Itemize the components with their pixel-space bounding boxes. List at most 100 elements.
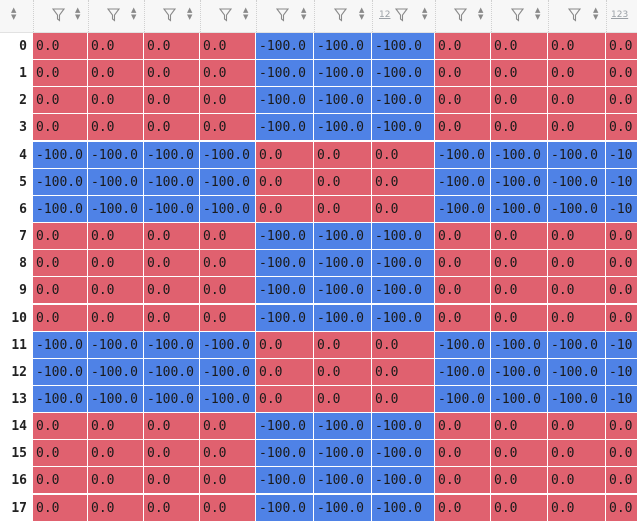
table-cell[interactable]: 0.0 [33, 250, 88, 277]
table-cell[interactable]: 0.0 [606, 33, 637, 60]
table-cell[interactable]: 0.0 [606, 467, 637, 494]
table-cell[interactable]: 0.0 [548, 277, 606, 304]
sort-icon[interactable]: ▲ ▼ [11, 6, 17, 21]
table-cell[interactable]: 0.0 [144, 87, 200, 114]
filter-icon[interactable] [107, 8, 120, 22]
table-cell[interactable]: 0.0 [435, 223, 491, 250]
filter-icon[interactable] [510, 8, 524, 22]
table-cell[interactable]: -100.0 [491, 169, 548, 196]
table-cell[interactable]: -100.0 [200, 386, 256, 413]
table-cell[interactable]: 0.0 [435, 33, 491, 60]
column-header[interactable]: ▲ ▼ [491, 0, 548, 32]
filter-icon[interactable] [51, 8, 65, 22]
table-cell[interactable]: 0.0 [33, 305, 88, 332]
table-cell[interactable]: 0.0 [88, 223, 144, 250]
table-cell[interactable]: 0.0 [548, 413, 606, 440]
table-cell[interactable]: 0.0 [548, 223, 606, 250]
table-cell[interactable]: 0.0 [435, 277, 491, 304]
sort-icon[interactable]: ▲ ▼ [75, 6, 81, 21]
table-cell[interactable]: 0.0 [88, 495, 144, 522]
table-cell[interactable]: 0.0 [491, 277, 548, 304]
table-cell[interactable]: -100.0 [33, 196, 88, 223]
table-cell[interactable]: 0.0 [548, 467, 606, 494]
table-cell[interactable]: 0.0 [435, 440, 491, 467]
table-cell[interactable]: -10 [606, 169, 637, 196]
column-header[interactable]: 123 [606, 0, 637, 32]
table-cell[interactable]: -100.0 [256, 60, 314, 87]
table-cell[interactable]: -100.0 [144, 196, 200, 223]
table-cell[interactable]: -100.0 [314, 33, 372, 60]
sort-icon[interactable]: ▲ ▼ [535, 6, 541, 21]
table-cell[interactable]: 0.0 [372, 386, 435, 413]
table-cell[interactable]: -100.0 [491, 142, 548, 169]
table-cell[interactable]: 0.0 [606, 440, 637, 467]
table-cell[interactable]: 0.0 [33, 440, 88, 467]
table-cell[interactable]: -100.0 [200, 196, 256, 223]
sort-icon[interactable]: ▲ ▼ [478, 6, 484, 21]
table-cell[interactable]: -100.0 [491, 386, 548, 413]
table-cell[interactable]: 0.0 [372, 169, 435, 196]
table-cell[interactable]: -100.0 [372, 440, 435, 467]
table-cell[interactable]: -100.0 [372, 114, 435, 141]
table-cell[interactable]: 0.0 [33, 413, 88, 440]
table-cell[interactable]: 0.0 [33, 87, 88, 114]
table-cell[interactable]: -100.0 [256, 277, 314, 304]
table-cell[interactable]: -100.0 [314, 277, 372, 304]
table-cell[interactable]: 0.0 [33, 114, 88, 141]
table-cell[interactable]: 0.0 [33, 33, 88, 60]
table-cell[interactable]: -100.0 [256, 33, 314, 60]
table-cell[interactable]: 0.0 [548, 440, 606, 467]
table-cell[interactable]: -100.0 [314, 413, 372, 440]
sort-icon[interactable]: ▲ ▼ [422, 6, 428, 21]
table-cell[interactable]: 0.0 [606, 87, 637, 114]
table-cell[interactable]: -100.0 [256, 467, 314, 494]
column-header[interactable]: ▲ ▼ [256, 0, 314, 32]
table-cell[interactable]: 0.0 [256, 142, 314, 169]
table-cell[interactable]: -100.0 [144, 359, 200, 386]
table-cell[interactable]: -100.0 [200, 142, 256, 169]
column-header[interactable]: ▲ ▼ [144, 0, 200, 32]
table-cell[interactable]: -100.0 [548, 169, 606, 196]
table-cell[interactable]: -100.0 [372, 33, 435, 60]
table-cell[interactable]: 0.0 [606, 413, 637, 440]
table-cell[interactable]: 0.0 [256, 386, 314, 413]
table-cell[interactable]: -100.0 [435, 386, 491, 413]
table-cell[interactable]: 0.0 [548, 495, 606, 522]
table-cell[interactable]: 0.0 [256, 196, 314, 223]
table-cell[interactable]: -100.0 [88, 386, 144, 413]
table-cell[interactable]: 0.0 [606, 277, 637, 304]
filter-icon[interactable] [454, 8, 467, 22]
table-cell[interactable]: -100.0 [200, 169, 256, 196]
table-cell[interactable]: -100.0 [314, 467, 372, 494]
sort-icon[interactable]: ▲ ▼ [243, 6, 249, 21]
table-cell[interactable]: -100.0 [435, 332, 491, 359]
table-cell[interactable]: -100.0 [33, 386, 88, 413]
table-cell[interactable]: -100.0 [256, 413, 314, 440]
table-cell[interactable]: 0.0 [314, 359, 372, 386]
table-cell[interactable]: 0.0 [548, 87, 606, 114]
table-cell[interactable]: 0.0 [606, 305, 637, 332]
filter-icon[interactable] [219, 8, 232, 22]
table-cell[interactable]: -100.0 [256, 440, 314, 467]
table-cell[interactable]: -100.0 [314, 60, 372, 87]
table-cell[interactable]: -10 [606, 142, 637, 169]
table-cell[interactable]: -100.0 [256, 87, 314, 114]
table-cell[interactable]: -100.0 [372, 305, 435, 332]
table-cell[interactable]: -100.0 [33, 142, 88, 169]
table-cell[interactable]: 0.0 [144, 277, 200, 304]
table-cell[interactable]: -100.0 [144, 386, 200, 413]
filter-icon[interactable] [568, 8, 581, 22]
filter-icon[interactable] [276, 8, 289, 22]
sort-icon[interactable]: ▲ ▼ [301, 6, 307, 21]
table-cell[interactable]: -100.0 [314, 305, 372, 332]
table-cell[interactable]: 0.0 [88, 250, 144, 277]
table-cell[interactable]: 0.0 [200, 60, 256, 87]
table-cell[interactable]: 0.0 [372, 332, 435, 359]
table-cell[interactable]: 0.0 [88, 277, 144, 304]
table-cell[interactable]: 0.0 [33, 495, 88, 522]
table-cell[interactable]: -100.0 [88, 142, 144, 169]
table-cell[interactable]: 0.0 [435, 250, 491, 277]
table-cell[interactable]: 0.0 [435, 495, 491, 522]
table-cell[interactable]: 0.0 [435, 305, 491, 332]
table-cell[interactable]: -10 [606, 386, 637, 413]
